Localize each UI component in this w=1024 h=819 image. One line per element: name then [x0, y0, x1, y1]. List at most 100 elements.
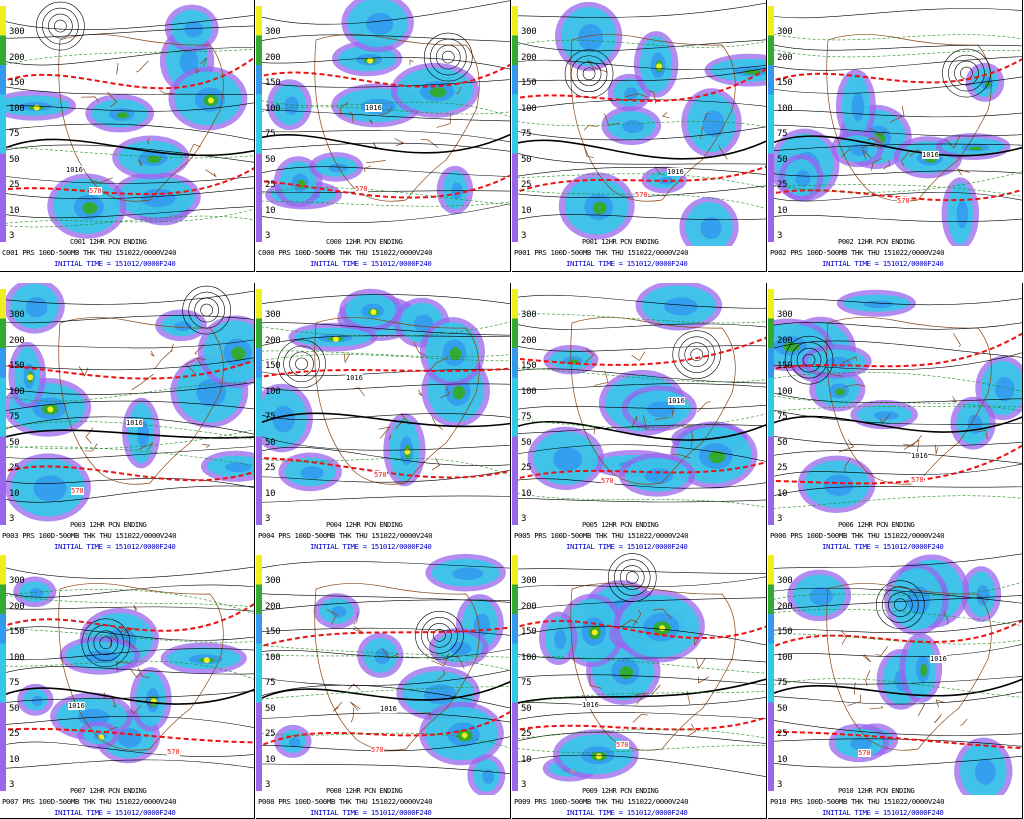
panel-overtitle: P007 12HR PCN ENDING: [70, 787, 147, 795]
panel-caption: P004 PRS 100D-500MB THK THU 151022/0000V…: [258, 531, 433, 540]
scale-tick-label: 3: [521, 514, 527, 524]
scale-tick-label: 3: [9, 780, 15, 790]
panel-overtitle: P003 12HR PCN ENDING: [70, 521, 147, 529]
precip-color-scale: [256, 6, 262, 242]
precip-shading: [769, 62, 1011, 246]
scale-tick-label: 25: [777, 180, 788, 190]
scale-tick-label: 150: [777, 78, 793, 88]
thick-contour: [768, 678, 1022, 697]
panel-initial-time: INITIAL TIME = 151012/0000F240: [310, 259, 432, 268]
scale-tick-label: 75: [521, 412, 532, 422]
scale-tick-label: 100: [9, 652, 25, 663]
weather-map: [768, 8, 1022, 246]
thickness-lines: [0, 359, 254, 482]
scale-tick-label: 200: [265, 601, 281, 612]
scale-tick-label: 50: [521, 437, 532, 448]
contour-label-570: 570: [858, 749, 871, 757]
weather-map: [0, 1, 254, 239]
contour-label-570: 570: [616, 741, 629, 749]
dashed-green-contours: [256, 644, 510, 749]
thickness-lines: [768, 332, 1022, 485]
scale-tick-label: 300: [521, 310, 537, 320]
scale-tick-label: 25: [777, 463, 788, 473]
scale-tick-label: 25: [265, 463, 276, 473]
scale-tick-label: 200: [265, 335, 281, 346]
panel-overtitle: P001 12HR PCN ENDING: [582, 238, 659, 246]
scale-tick-label: 50: [777, 154, 788, 165]
panel-caption: P006 PRS 100D-500MB THK THU 151022/0000V…: [770, 531, 945, 540]
precip-shading: [787, 554, 1013, 795]
panel-caption: P008 PRS 100D-500MB THK THU 151022/0000V…: [258, 797, 433, 806]
dashed-green-contours: [0, 589, 254, 680]
panel-overtitle: P004 12HR PCN ENDING: [326, 521, 403, 529]
scale-tick-label: 75: [265, 412, 276, 422]
isobars: [768, 553, 1022, 768]
contour-label-570: 570: [635, 191, 648, 199]
scale-tick-label: 25: [9, 463, 20, 473]
scale-tick-label: 25: [521, 180, 532, 190]
scale-tick-label: 50: [9, 154, 20, 165]
contour-label-1016: 1016: [380, 705, 397, 713]
panel-initial-time: INITIAL TIME = 151012/0000F240: [54, 259, 176, 268]
contour-label-1016: 1016: [667, 168, 684, 176]
scale-tick-label: 150: [265, 627, 281, 637]
thickness-lines: [256, 367, 510, 479]
isobars: [0, 566, 254, 769]
thick-contour: [0, 687, 254, 705]
panel-initial-time: INITIAL TIME = 151012/0000F240: [822, 542, 944, 551]
forecast-panel-p005: 1016 570 300 200 150 100 75 50 25 10 3 P005 12HR PC…: [512, 283, 767, 555]
forecast-panel-c001: 1016 570 300 200 150 100 75 50 25 10 3 C001 12HR PC…: [0, 0, 255, 272]
panel-overtitle: P010 12HR PCN ENDING: [838, 787, 915, 795]
panel-caption: P007 PRS 100D-500MB THK THU 151022/0000V…: [2, 797, 177, 806]
scale-tick-label: 3: [777, 780, 783, 790]
panel-overtitle: C001 12HR PCN ENDING: [70, 238, 147, 246]
scale-tick-label: 3: [777, 231, 783, 241]
forecast-panel-c000: 1016 570 300 200 150 100 75 50 25 10 3 C000 12HR PC…: [256, 0, 511, 272]
isobars: [768, 298, 1022, 498]
coastlines: [826, 317, 992, 485]
precip-shading: [3, 283, 254, 522]
coastlines: [826, 34, 992, 202]
dashed-green-contours: [768, 581, 1022, 698]
scale-tick-label: 150: [9, 627, 25, 637]
weather-map: [512, 1, 766, 246]
scale-tick-label: 25: [521, 729, 532, 739]
scale-tick-label: 25: [777, 729, 788, 739]
precip-color-scale: [256, 555, 262, 791]
thick-contour: [768, 135, 1022, 157]
scale-tick-label: 200: [777, 601, 793, 612]
precip-color-scale: [0, 289, 6, 525]
scale-tick-label: 10: [9, 205, 20, 216]
scale-tick-label: 150: [521, 78, 537, 88]
thickness-lines: [512, 336, 766, 481]
scale-tick-label: 10: [521, 205, 532, 216]
coastlines: [826, 583, 992, 751]
panel-overtitle: P005 12HR PCN ENDING: [582, 521, 659, 529]
scale-tick-label: 200: [265, 52, 281, 63]
contour-label-1016: 1016: [346, 374, 363, 382]
scale-tick-label: 300: [777, 310, 793, 320]
forecast-panel-p004: 1016 570 300 200 150 100 75 50 25 10 3 P004 12HR PC…: [256, 283, 511, 555]
scale-tick-label: 75: [9, 678, 20, 688]
weather-map: [256, 288, 510, 503]
scale-tick-label: 100: [521, 652, 537, 663]
scale-tick-label: 200: [9, 335, 25, 346]
panel-caption: P001 PRS 100D-500MB THK THU 151022/0000V…: [514, 248, 689, 257]
weather-map: [256, 0, 510, 223]
contour-label-570: 570: [911, 476, 924, 484]
scale-tick-label: 150: [777, 361, 793, 371]
thick-contour: [0, 429, 254, 440]
isobars: [0, 1, 254, 219]
forecast-panel-p008: 1016 570 300 200 150 100 75 50 25 10 3 P008 12HR PC…: [256, 549, 511, 819]
scale-tick-label: 75: [265, 129, 276, 139]
panel-initial-time: INITIAL TIME = 151012/0000F240: [566, 542, 688, 551]
panel-initial-time: INITIAL TIME = 151012/0000F240: [54, 542, 176, 551]
scale-tick-label: 75: [9, 129, 20, 139]
scale-tick-label: 300: [265, 310, 281, 320]
weather-map: [768, 553, 1022, 795]
panel-caption: P002 PRS 100D-500MB THK THU 151022/0000V…: [770, 248, 945, 257]
panel-caption: P003 PRS 100D-500MB THK THU 151022/0000V…: [2, 531, 177, 540]
forecast-panel-p001: 1016 570 300 200 150 100 75 50 25 10 3 P001 12HR PC…: [512, 0, 767, 272]
thickness-lines: [512, 68, 766, 195]
scale-tick-label: 200: [521, 335, 537, 346]
